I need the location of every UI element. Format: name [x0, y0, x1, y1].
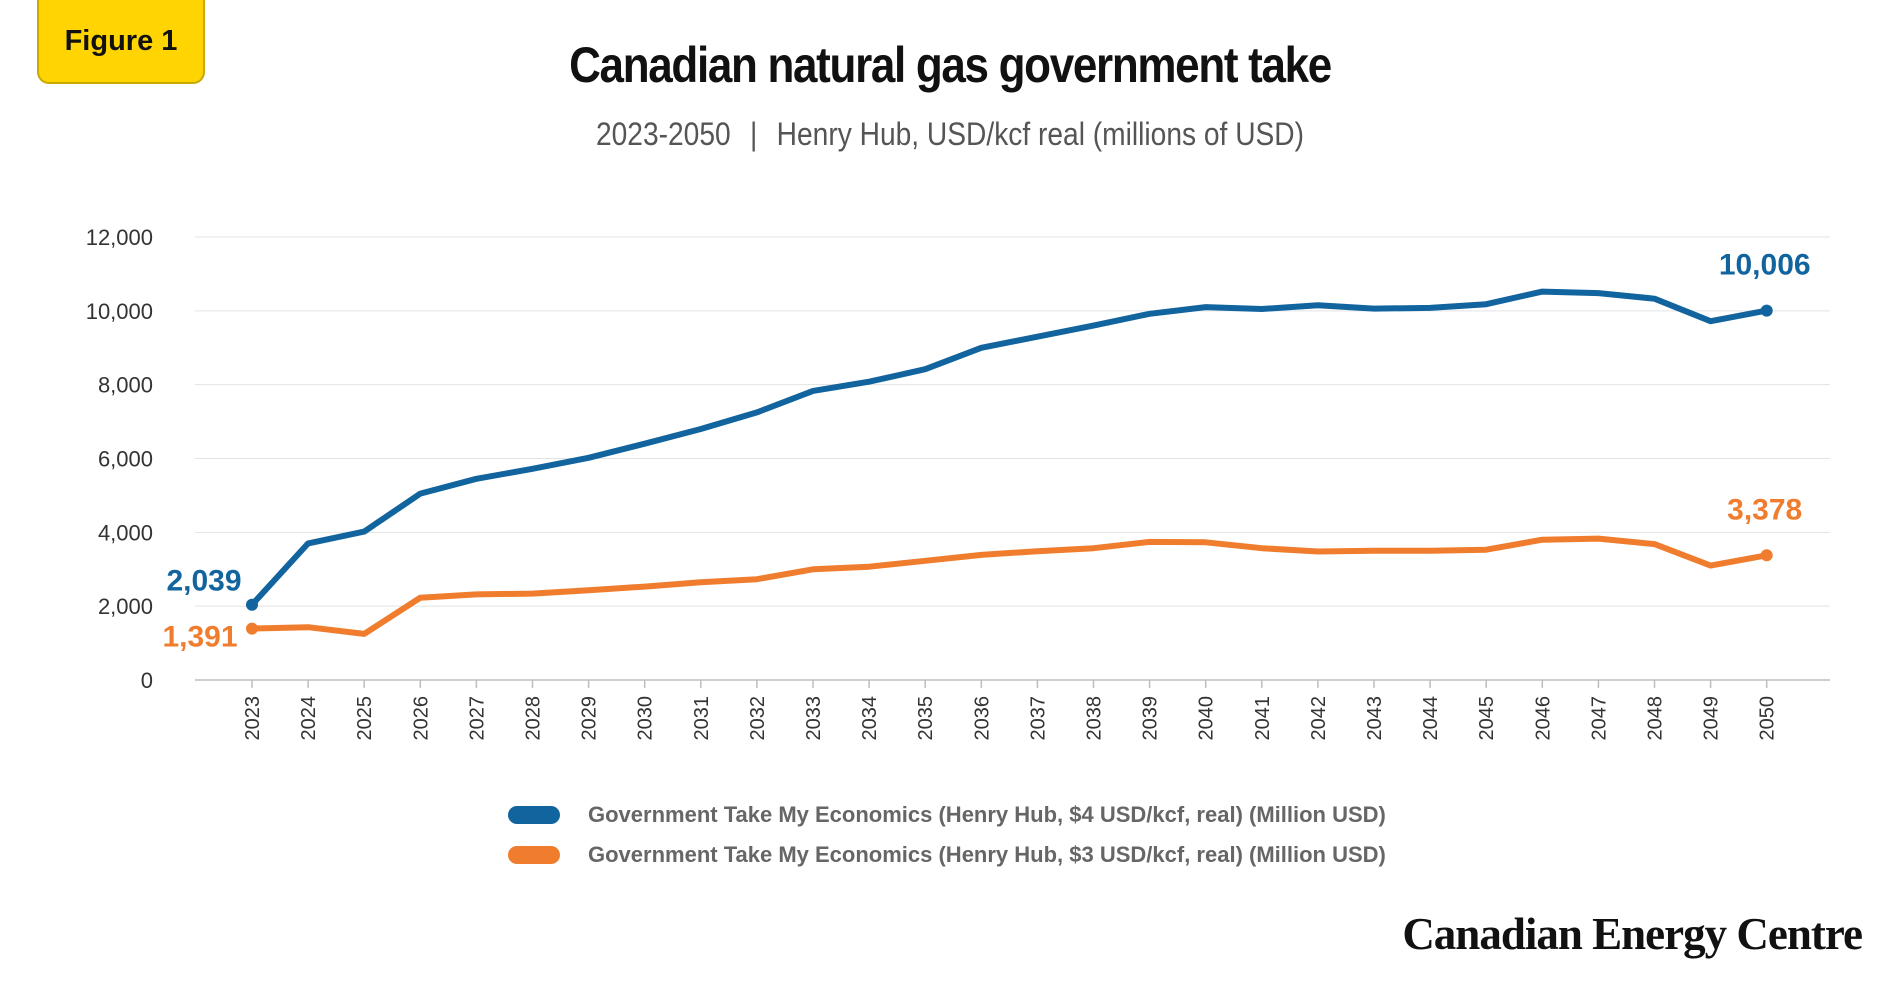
- y-tick-label: 2,000: [98, 594, 153, 619]
- series-1-start-point: [246, 598, 258, 611]
- x-tick-label: 2049: [1701, 696, 1723, 741]
- subtitle-units: Henry Hub, USD/kcf real (millions of USD…: [776, 116, 1305, 152]
- y-tick-label: 10,000: [86, 299, 153, 324]
- legend-swatch-orange: [508, 846, 560, 864]
- series-line-1: [249, 288, 1770, 608]
- x-tick-label: 2050: [1757, 696, 1779, 741]
- legend: Government Take My Economics (Henry Hub,…: [508, 795, 1386, 875]
- x-tick-label: 2027: [466, 696, 488, 741]
- subtitle-date-range: 2023-2050: [595, 116, 731, 152]
- gridlines: [195, 236, 1830, 607]
- series-2-last-label: 3,378: [1727, 493, 1802, 526]
- x-tick-label: 2031: [691, 696, 713, 741]
- legend-label-series-2: Government Take My Economics (Henry Hub,…: [588, 842, 1386, 867]
- y-tick-label: 12,000: [86, 225, 153, 250]
- x-tick-label: 2048: [1645, 696, 1667, 741]
- series-2-first-label: 1,391: [162, 621, 237, 654]
- x-tick-label: 2044: [1420, 696, 1442, 741]
- x-tick-label: 2039: [1140, 696, 1162, 741]
- x-tick-label: 2043: [1364, 696, 1386, 741]
- chart-title: Canadian natural gas government take: [569, 37, 1332, 93]
- x-tick-label: 2046: [1532, 696, 1554, 741]
- figure-badge: Figure 1: [37, 0, 205, 84]
- x-axis: 2023 2024 2025 2026 2027 2028 2029 2030 2031 2032…: [195, 679, 1830, 741]
- x-tick-label: 2023: [242, 696, 264, 741]
- x-tick-label: 2026: [410, 696, 432, 741]
- x-tick-label: 2047: [1588, 696, 1610, 741]
- x-tick-label: 2035: [915, 696, 937, 741]
- x-tick-label: 2045: [1476, 696, 1498, 741]
- x-tick-label: 2042: [1308, 696, 1330, 741]
- x-tick-label: 2041: [1252, 696, 1274, 741]
- x-tick-label: 2040: [1196, 696, 1218, 741]
- series-1-last-label: 10,006: [1719, 249, 1811, 282]
- x-tick-label: 2034: [859, 696, 881, 741]
- data-labels: 2,039 10,006 1,391 3,378: [162, 249, 1810, 654]
- legend-item-series-1: Government Take My Economics (Henry Hub,…: [508, 795, 1386, 835]
- series-2-start-point: [246, 622, 258, 635]
- subtitle-separator: |: [750, 116, 758, 152]
- series-2-end-point: [1760, 549, 1773, 562]
- x-tick-label: 2036: [971, 696, 993, 741]
- y-axis-ticks: 0 2,000 4,000 6,000 8,000 10,000 12,000: [86, 225, 153, 693]
- y-tick-label: 6,000: [98, 447, 153, 472]
- x-tick-label: 2037: [1027, 696, 1049, 741]
- x-tick-label: 2030: [635, 696, 657, 741]
- series-1-end-point: [1760, 304, 1773, 317]
- brand-logo-text: Canadian Energy Centre: [1402, 909, 1863, 959]
- x-tick-label: 2032: [747, 696, 769, 741]
- series-lines: [246, 288, 1773, 637]
- y-tick-label: 8,000: [98, 373, 153, 398]
- legend-swatch-blue: [508, 806, 560, 824]
- x-tick-label: 2038: [1084, 696, 1106, 741]
- y-tick-label: 0: [141, 668, 153, 693]
- legend-label-series-1: Government Take My Economics (Henry Hub,…: [588, 802, 1386, 827]
- x-tick-label: 2033: [803, 696, 825, 741]
- x-tick-label: 2029: [579, 696, 601, 741]
- series-1-first-label: 2,039: [166, 565, 241, 598]
- x-tick-label: 2028: [523, 696, 545, 741]
- x-tick-label: 2025: [354, 696, 376, 741]
- series-line-2: [249, 535, 1770, 637]
- chart-subtitle: 2023-2050 | Henry Hub, USD/kcf real (milli…: [114, 116, 1786, 153]
- x-tick-label: 2024: [298, 696, 320, 741]
- y-tick-label: 4,000: [98, 520, 153, 545]
- legend-item-series-2: Government Take My Economics (Henry Hub,…: [508, 835, 1386, 875]
